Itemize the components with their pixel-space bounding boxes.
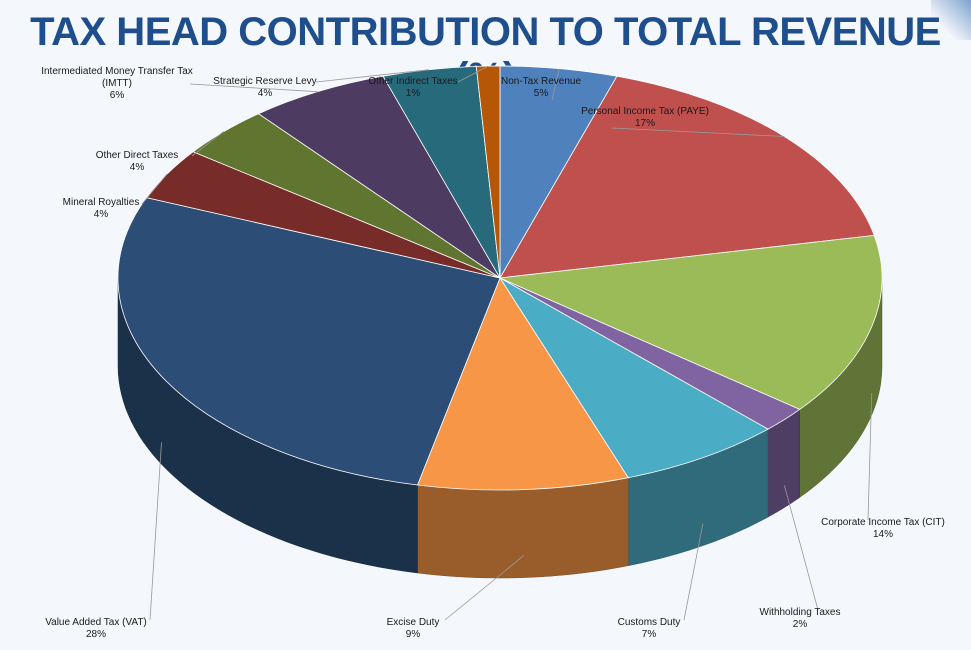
leader-line	[457, 65, 489, 83]
pie-slice	[257, 75, 501, 279]
slice-label: Other Indirect Taxes	[368, 76, 457, 87]
pie-slice	[475, 65, 501, 279]
leader-line	[141, 173, 168, 205]
leader-line	[189, 83, 318, 93]
pie-slice	[498, 234, 883, 410]
slice-label: Strategic Reserve Levy	[213, 76, 316, 87]
slice-label: Corporate Income Tax (CIT)	[821, 517, 945, 528]
leader-line	[444, 555, 524, 621]
slice-value-label: 6%	[110, 90, 125, 101]
pie-slice	[117, 197, 501, 486]
slice-value-label: 2%	[793, 619, 808, 630]
pie-slice	[416, 277, 629, 491]
slice-value-label: 4%	[258, 88, 273, 99]
slice-label: Value Added Tax (VAT)	[45, 617, 147, 628]
slice-value-label: 7%	[642, 629, 657, 640]
slice-label: Other Direct Taxes	[96, 150, 179, 161]
leader-line	[149, 442, 162, 621]
slice-value-label: 4%	[130, 162, 145, 173]
slice-label: Intermediated Money Transfer Tax (IMTT)	[41, 66, 193, 89]
leader-line	[551, 68, 560, 101]
leader-line	[784, 485, 819, 611]
pie-slice	[499, 277, 769, 479]
slice-value-label: 5%	[534, 88, 549, 99]
slice-value-label: 1%	[406, 88, 421, 99]
leader-line	[683, 523, 704, 621]
slice-side-5	[417, 477, 629, 579]
leader-line	[191, 131, 224, 157]
slice-value-label: 4%	[94, 209, 109, 220]
chart-title: TAX HEAD CONTRIBUTION TO TOTAL REVENUE (…	[30, 10, 941, 99]
leader-line	[315, 69, 430, 83]
slice-value-label: 14%	[873, 529, 893, 540]
slice-label: Mineral Royalties	[63, 197, 140, 208]
slice-value-label: 28%	[86, 629, 106, 640]
slice-label: Excise Duty	[387, 617, 440, 628]
slice-value-label: 17%	[635, 118, 655, 129]
slice-label: Withholding Taxes	[760, 607, 841, 618]
slice-value-label: 9%	[406, 629, 421, 640]
corner-decoration	[931, 0, 971, 40]
slice-label: Non-Tax Revenue	[501, 76, 581, 87]
leader-line	[867, 392, 873, 521]
slice-label: Personal Income Tax (PAYE)	[581, 106, 709, 117]
leader-line	[611, 127, 785, 137]
slice-label: Customs Duty	[618, 617, 681, 628]
